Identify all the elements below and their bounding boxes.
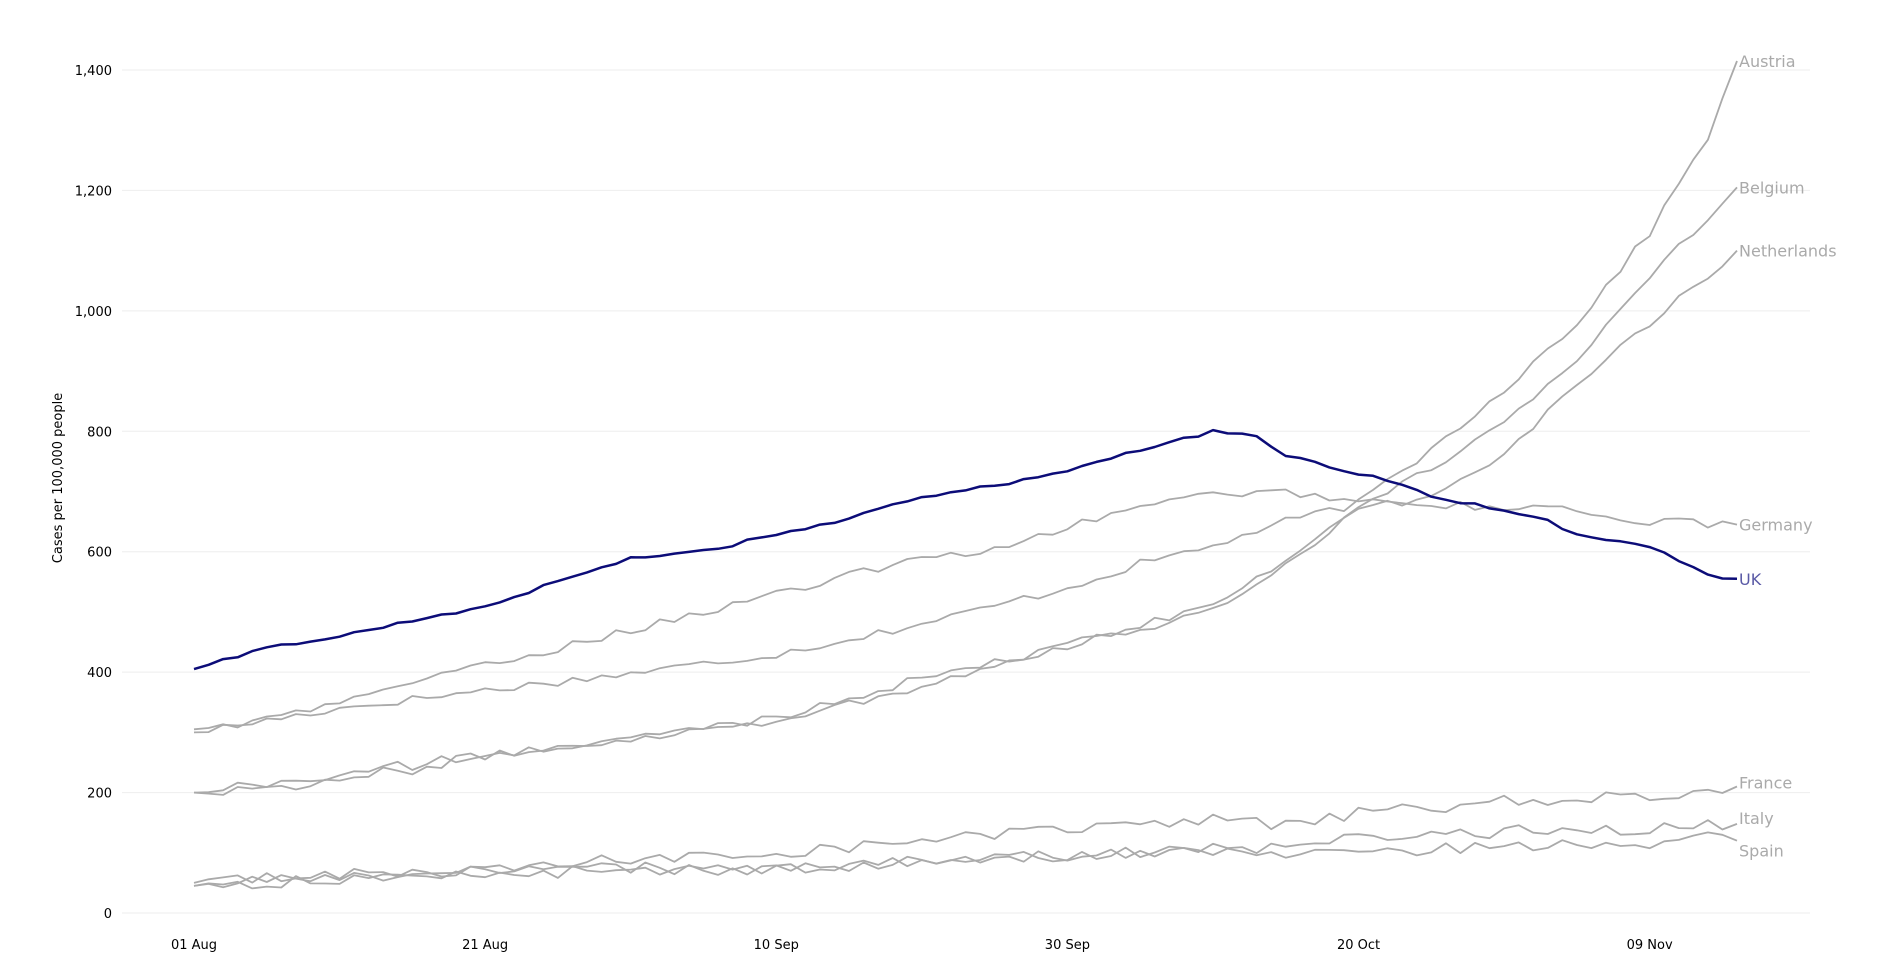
- series-line-spain: [193, 831, 1738, 884]
- y-tick-label: 0: [104, 907, 112, 922]
- series-line-austria: [193, 60, 1738, 734]
- series-line-netherlands: [193, 249, 1738, 794]
- y-tick-label: 200: [87, 787, 112, 802]
- y-tick-label: 1,000: [75, 305, 112, 320]
- series-label-netherlands: Netherlands: [1739, 242, 1837, 261]
- x-tick-label: 30 Sep: [1045, 938, 1090, 953]
- series-label-spain: Spain: [1739, 842, 1784, 861]
- y-axis-title: Cases per 100,000 people: [51, 393, 66, 563]
- series-line-uk: [193, 428, 1738, 671]
- y-tick-label: 400: [87, 666, 112, 681]
- series-labels: Austria Belgium Netherlands Germany France It…: [1739, 52, 1837, 861]
- y-tick-label: 600: [87, 546, 112, 561]
- series-label-austria: Austria: [1739, 52, 1796, 71]
- y-tick-label: 1,400: [75, 64, 112, 79]
- x-tick-label: 21 Aug: [462, 938, 508, 953]
- x-tick-label: 01 Aug: [171, 938, 217, 953]
- series-lines: [193, 60, 1738, 890]
- grid: [122, 69, 1810, 914]
- y-tick-label: 1,200: [75, 184, 112, 199]
- series-label-italy: Italy: [1739, 809, 1774, 828]
- series-label-belgium: Belgium: [1739, 178, 1805, 197]
- x-tick-label: 20 Oct: [1337, 938, 1380, 953]
- x-tick-label: 10 Sep: [754, 938, 799, 953]
- axes: 0 200 400 600 800 1,000 1,200 1,400 01 Aug 21 Aug…: [51, 64, 1673, 953]
- series-label-germany: Germany: [1739, 516, 1813, 535]
- series-line-italy: [193, 819, 1738, 890]
- x-tick-label: 09 Nov: [1627, 938, 1673, 953]
- series-label-uk: UK: [1739, 570, 1762, 589]
- y-tick-label: 800: [87, 425, 112, 440]
- series-line-germany: [193, 488, 1738, 731]
- series-label-france: France: [1739, 774, 1792, 793]
